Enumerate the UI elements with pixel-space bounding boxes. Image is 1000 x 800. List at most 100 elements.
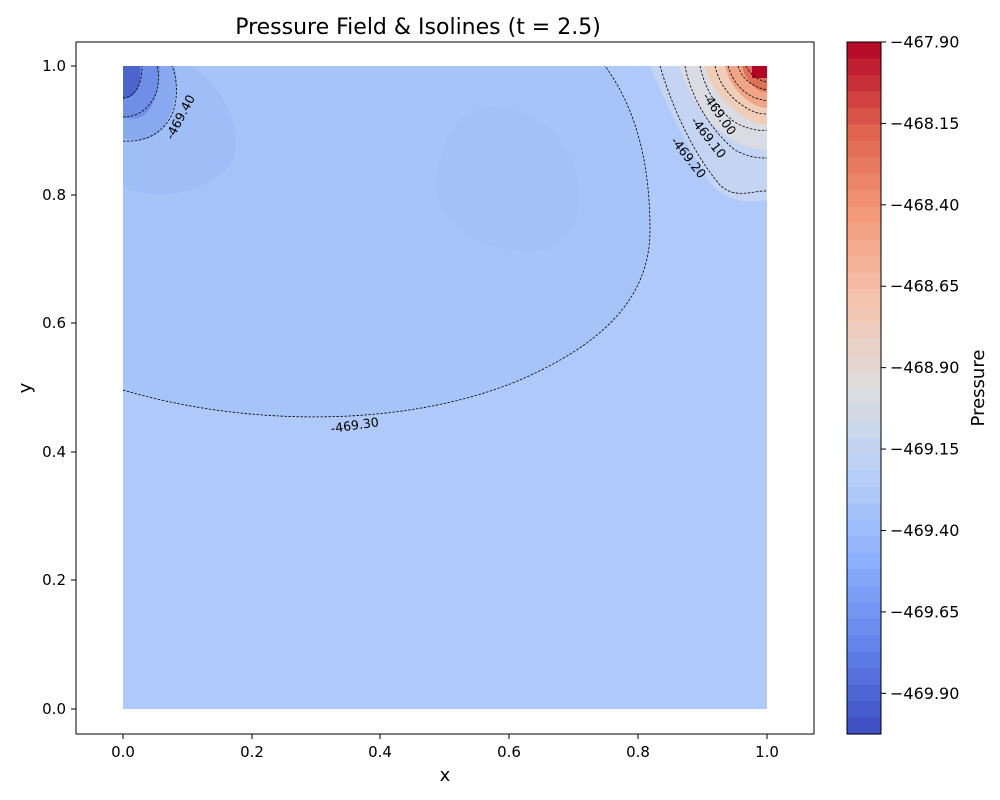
colorbar-band [847,91,881,109]
colorbar-band [847,552,881,570]
colorbar-band [847,519,881,537]
x-tick-label: 0.2 [240,743,264,761]
x-tick-4: 0.8 [626,734,650,761]
colorbar-band [847,388,881,406]
colorbar-band [847,322,881,340]
plot-frame [75,41,815,735]
x-tick-2: 0.4 [368,734,392,761]
colorbar-band [847,289,881,307]
colorbar-band [847,272,881,290]
colorbar-band [847,107,881,125]
colorbar-band [847,602,881,620]
colorbar-ticks: −467.90 −468.15 −468.40 −468.65 −468.90 −469.… [881,33,959,703]
colorbar-band [847,239,881,257]
x-tick-label: 1.0 [755,743,779,761]
colorbar-band [847,404,881,422]
colorbar-band [847,124,881,142]
colorbar-band [847,453,881,471]
colorbar-band [847,635,881,653]
colorbar-band [847,470,881,488]
colorbar-band [847,486,881,504]
colorbar-band [847,569,881,587]
colorbar-tick-label: −469.15 [890,440,959,459]
colorbar-band [847,355,881,373]
field-region-center-low [436,107,579,252]
x-tick-1: 0.2 [240,734,264,761]
isoline-469-10 [684,65,768,159]
x-tick-label: 0.8 [626,743,650,761]
field-region-right-hot [752,66,767,78]
colorbar-tick-label: −467.90 [890,33,959,52]
y-tick-label: 0.8 [42,186,66,204]
isoline-469-20 [659,65,768,194]
colorbar-band [847,651,881,669]
y-tick-label: 0.0 [42,700,66,718]
x-tick-5: 1.0 [755,734,779,761]
y-tick-label: 0.2 [42,571,66,589]
colorbar-band [847,338,881,356]
colorbar-band [847,684,881,702]
colorbar-band [847,437,881,455]
isoline-label: -469.30 [330,414,380,436]
colorbar-tick-label: −468.40 [890,195,959,214]
colorbar-band [847,157,881,175]
isoline-468-50 [737,65,768,91]
isoline-469-40 [122,65,177,142]
isoline-468-90 [714,65,768,115]
colorbar-band [847,74,881,93]
chart-title: Pressure Field & Isolines (t = 2.5) [235,15,601,40]
colorbar-label: Pressure [968,350,989,427]
colorbar-band [847,206,881,224]
colorbar-band [847,585,881,603]
isoline-469-60 [122,65,143,99]
colorbar-band [847,140,881,158]
colorbar-band [847,717,881,735]
x-axis: 0.0 0.2 0.4 0.6 0.8 1.0 x [111,734,779,786]
y-axis: 0.0 0.2 0.4 0.6 0.8 1.0 y [15,57,76,718]
x-tick-0: 0.0 [111,734,135,761]
x-tick-3: 0.6 [497,734,521,761]
colorbar-band [847,503,881,521]
x-tick-label: 0.4 [368,743,392,761]
field-region-left-core [123,66,141,99]
colorbar-band [847,58,881,76]
colorbar-bands [847,42,881,735]
x-tick-label: 0.0 [111,743,135,761]
y-tick-2: 0.4 [42,443,76,461]
colorbar-tick-label: −468.15 [890,114,959,133]
x-axis-title: x [440,765,451,786]
isoline-469-00 [699,65,768,131]
colorbar-band [847,305,881,323]
colorbar-band [847,371,881,389]
y-tick-label: 0.6 [42,314,66,332]
y-tick-0: 0.0 [42,700,76,718]
plot-area: -469.40-469.30-469.00-469.10-469.20 0.0 … [15,41,815,786]
colorbar-band [847,701,881,719]
isoline-468-30 [745,65,768,83]
colorbar-band [847,420,881,439]
colorbar-band [847,190,881,208]
y-axis-title: y [15,382,36,393]
colorbar-band [847,668,881,686]
colorbar: −467.90 −468.15 −468.40 −468.65 −468.90 −469.… [846,33,989,735]
pressure-field [123,66,767,709]
isoline-468-70 [727,65,768,102]
colorbar-band [847,256,881,274]
colorbar-band [847,618,881,636]
x-tick-label: 0.6 [497,743,521,761]
colorbar-band [847,42,881,60]
colorbar-frame [846,41,882,735]
colorbar-tick-label: −469.65 [890,602,959,621]
y-tick-1: 0.2 [42,571,76,589]
colorbar-tick-label: −469.90 [890,684,959,703]
y-tick-4: 0.8 [42,186,76,204]
colorbar-band [847,536,881,554]
colorbar-band [847,173,881,191]
isoline-469-30 [122,65,651,418]
colorbar-tick-label: −468.65 [890,277,959,296]
y-tick-label: 0.4 [42,443,66,461]
y-tick-label: 1.0 [42,57,66,75]
isolines [122,65,768,418]
y-tick-5: 1.0 [42,57,76,75]
